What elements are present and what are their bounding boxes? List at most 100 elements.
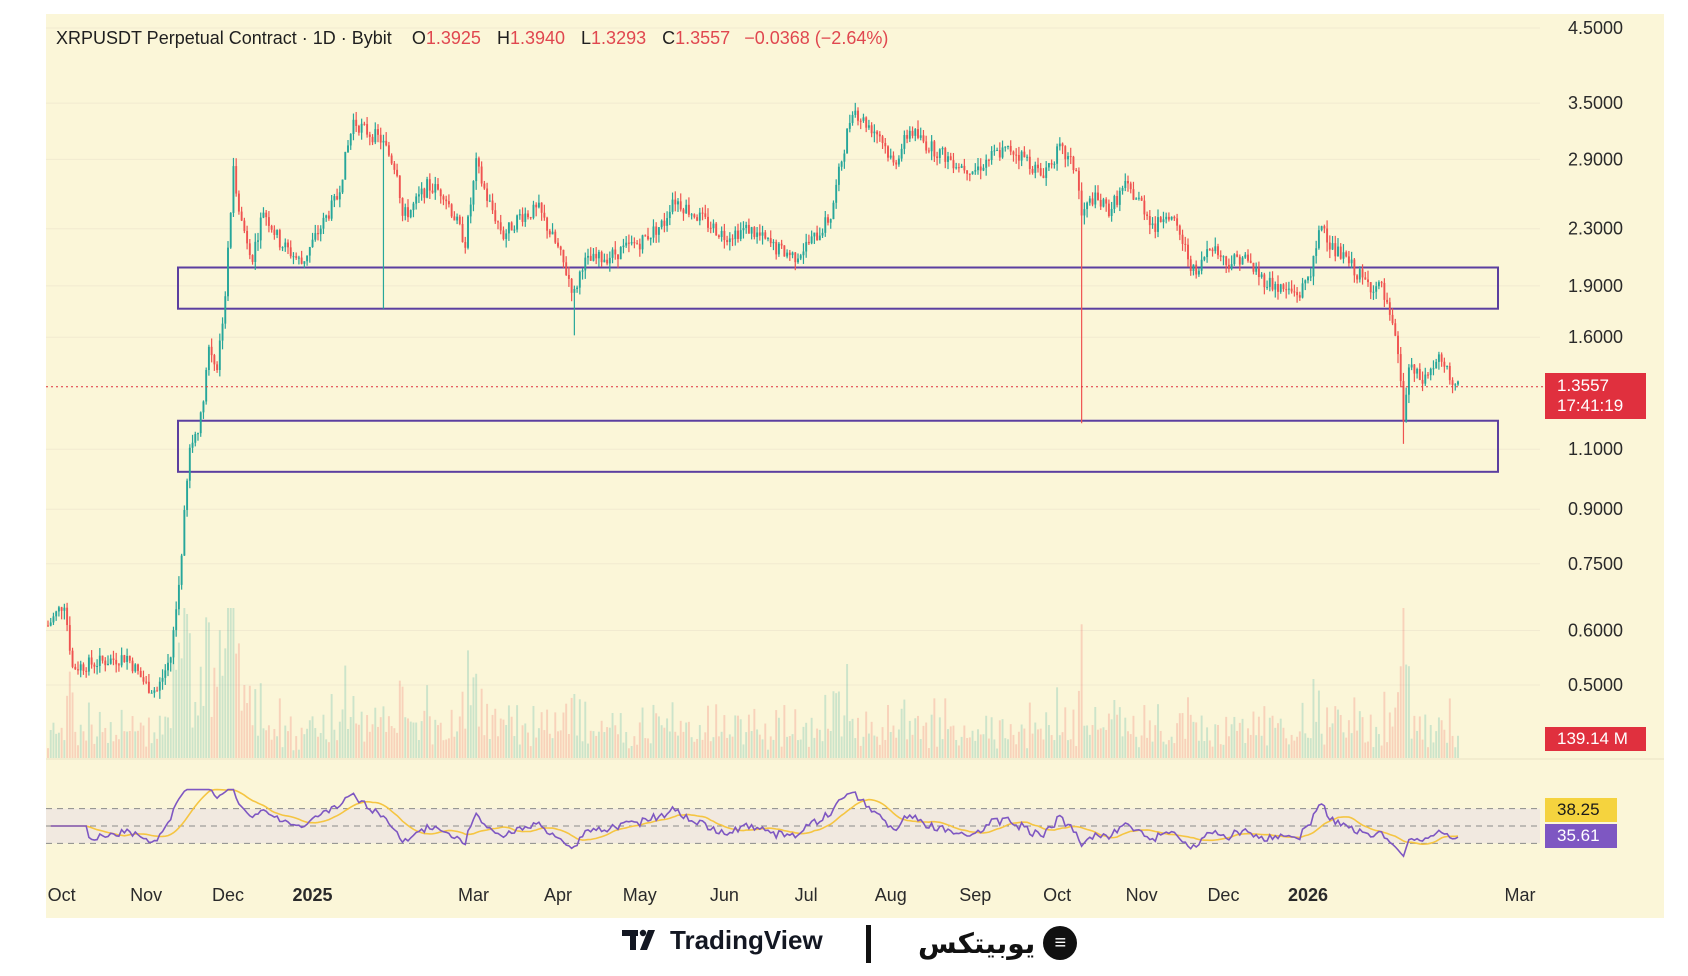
volume-bar [98,711,101,758]
volume-bar [1001,719,1004,758]
volume-bar [1416,730,1419,758]
volume-bar [194,701,197,758]
volume-bar [407,718,409,758]
volume-bar [1271,715,1274,758]
volume-bar [366,715,369,758]
volume-bar [213,667,216,758]
candle-body [507,222,510,234]
candle-body [1285,289,1288,291]
candle-body [306,255,309,262]
candle-body [1241,257,1244,265]
candle-body [445,199,448,202]
volume-bar [728,734,731,758]
candle-body [677,201,679,205]
candle-body [611,249,614,258]
candle-body [824,217,827,233]
candle-body [270,225,273,230]
last-price-tag: 1.3557 17:41:19 [1545,373,1646,419]
candle-body [1197,270,1200,275]
candle-body [565,262,568,275]
volume-bar [467,650,469,758]
candle-body [742,228,745,231]
candle-body [788,252,791,256]
volume-bar [227,608,229,758]
candle-body [941,148,944,150]
volume-bar [780,746,783,758]
candle-body [1017,154,1020,161]
candle-body [557,242,559,247]
candle-body [900,148,903,159]
candle-body [1328,242,1331,250]
candle-body [832,202,835,220]
candle-body [1031,168,1034,173]
volume-bar [546,709,549,758]
candle-body [1388,302,1391,315]
volume-bar [1192,721,1195,758]
candle-body [745,224,748,229]
partner-logo[interactable]: ≡ یوبیتکس [918,925,1078,961]
candle-body [537,202,540,208]
volume-bar [919,739,922,758]
volume-bar [786,736,789,758]
candle-body [52,616,55,623]
candle-body [867,125,870,128]
candle-body [516,215,519,230]
volume-bar [284,725,287,758]
volume-bar [1118,707,1121,758]
candle-body [1091,198,1094,205]
symbol-title[interactable]: XRPUSDT Perpetual Contract · 1D · Bybit [56,28,392,48]
volume-bar [535,737,538,758]
candle-body [1107,203,1110,216]
candle-body [1326,228,1329,243]
volume-bar [745,732,748,758]
candle-body [1377,282,1380,287]
volume-bar [878,744,881,758]
volume-bar [363,741,366,758]
candle-body [843,153,846,162]
volume-bar [1053,740,1056,758]
volume-bar [142,725,145,758]
candle-body [1050,163,1053,165]
y-tick-label: 0.9000 [1568,499,1623,519]
candle-body [1061,143,1064,147]
volume-bar [551,738,554,758]
volume-bar [202,705,205,758]
candle-body [1399,354,1402,382]
candle-body [1009,145,1012,152]
candle-body [857,110,859,121]
volume-bar [1137,747,1140,758]
candle-body [227,247,229,297]
volume-bar [876,736,879,758]
candle-body [259,217,262,241]
volume-bar [1298,731,1301,758]
tradingview-logo[interactable]: TradingView [622,925,823,955]
volume-bar [96,736,99,758]
candle-body [398,175,401,199]
volume-bar [423,710,426,758]
candle-body [1451,380,1454,385]
volume-bar [131,716,134,758]
volume-bar [1170,736,1173,758]
volume-bar [1372,747,1375,758]
candle-body [1252,262,1255,272]
volume-bar [1116,714,1119,758]
volume-bar [134,731,137,758]
candle-body [1416,368,1419,374]
candle-body [1287,288,1290,290]
candle-body [396,169,399,176]
candle-body [248,243,251,256]
candle-body [1028,156,1031,169]
volume-bar [1410,738,1413,758]
volume-bar [1383,691,1386,758]
volume-bar [300,727,303,758]
candle-body [829,219,832,223]
volume-bar [1364,742,1367,758]
volume-bar [57,732,60,758]
candle-body [85,670,88,672]
volume-bar [229,608,232,758]
volume-bar [529,746,532,758]
volume-bar [589,730,592,758]
volume-bar [657,716,660,758]
candle-body [317,233,319,235]
